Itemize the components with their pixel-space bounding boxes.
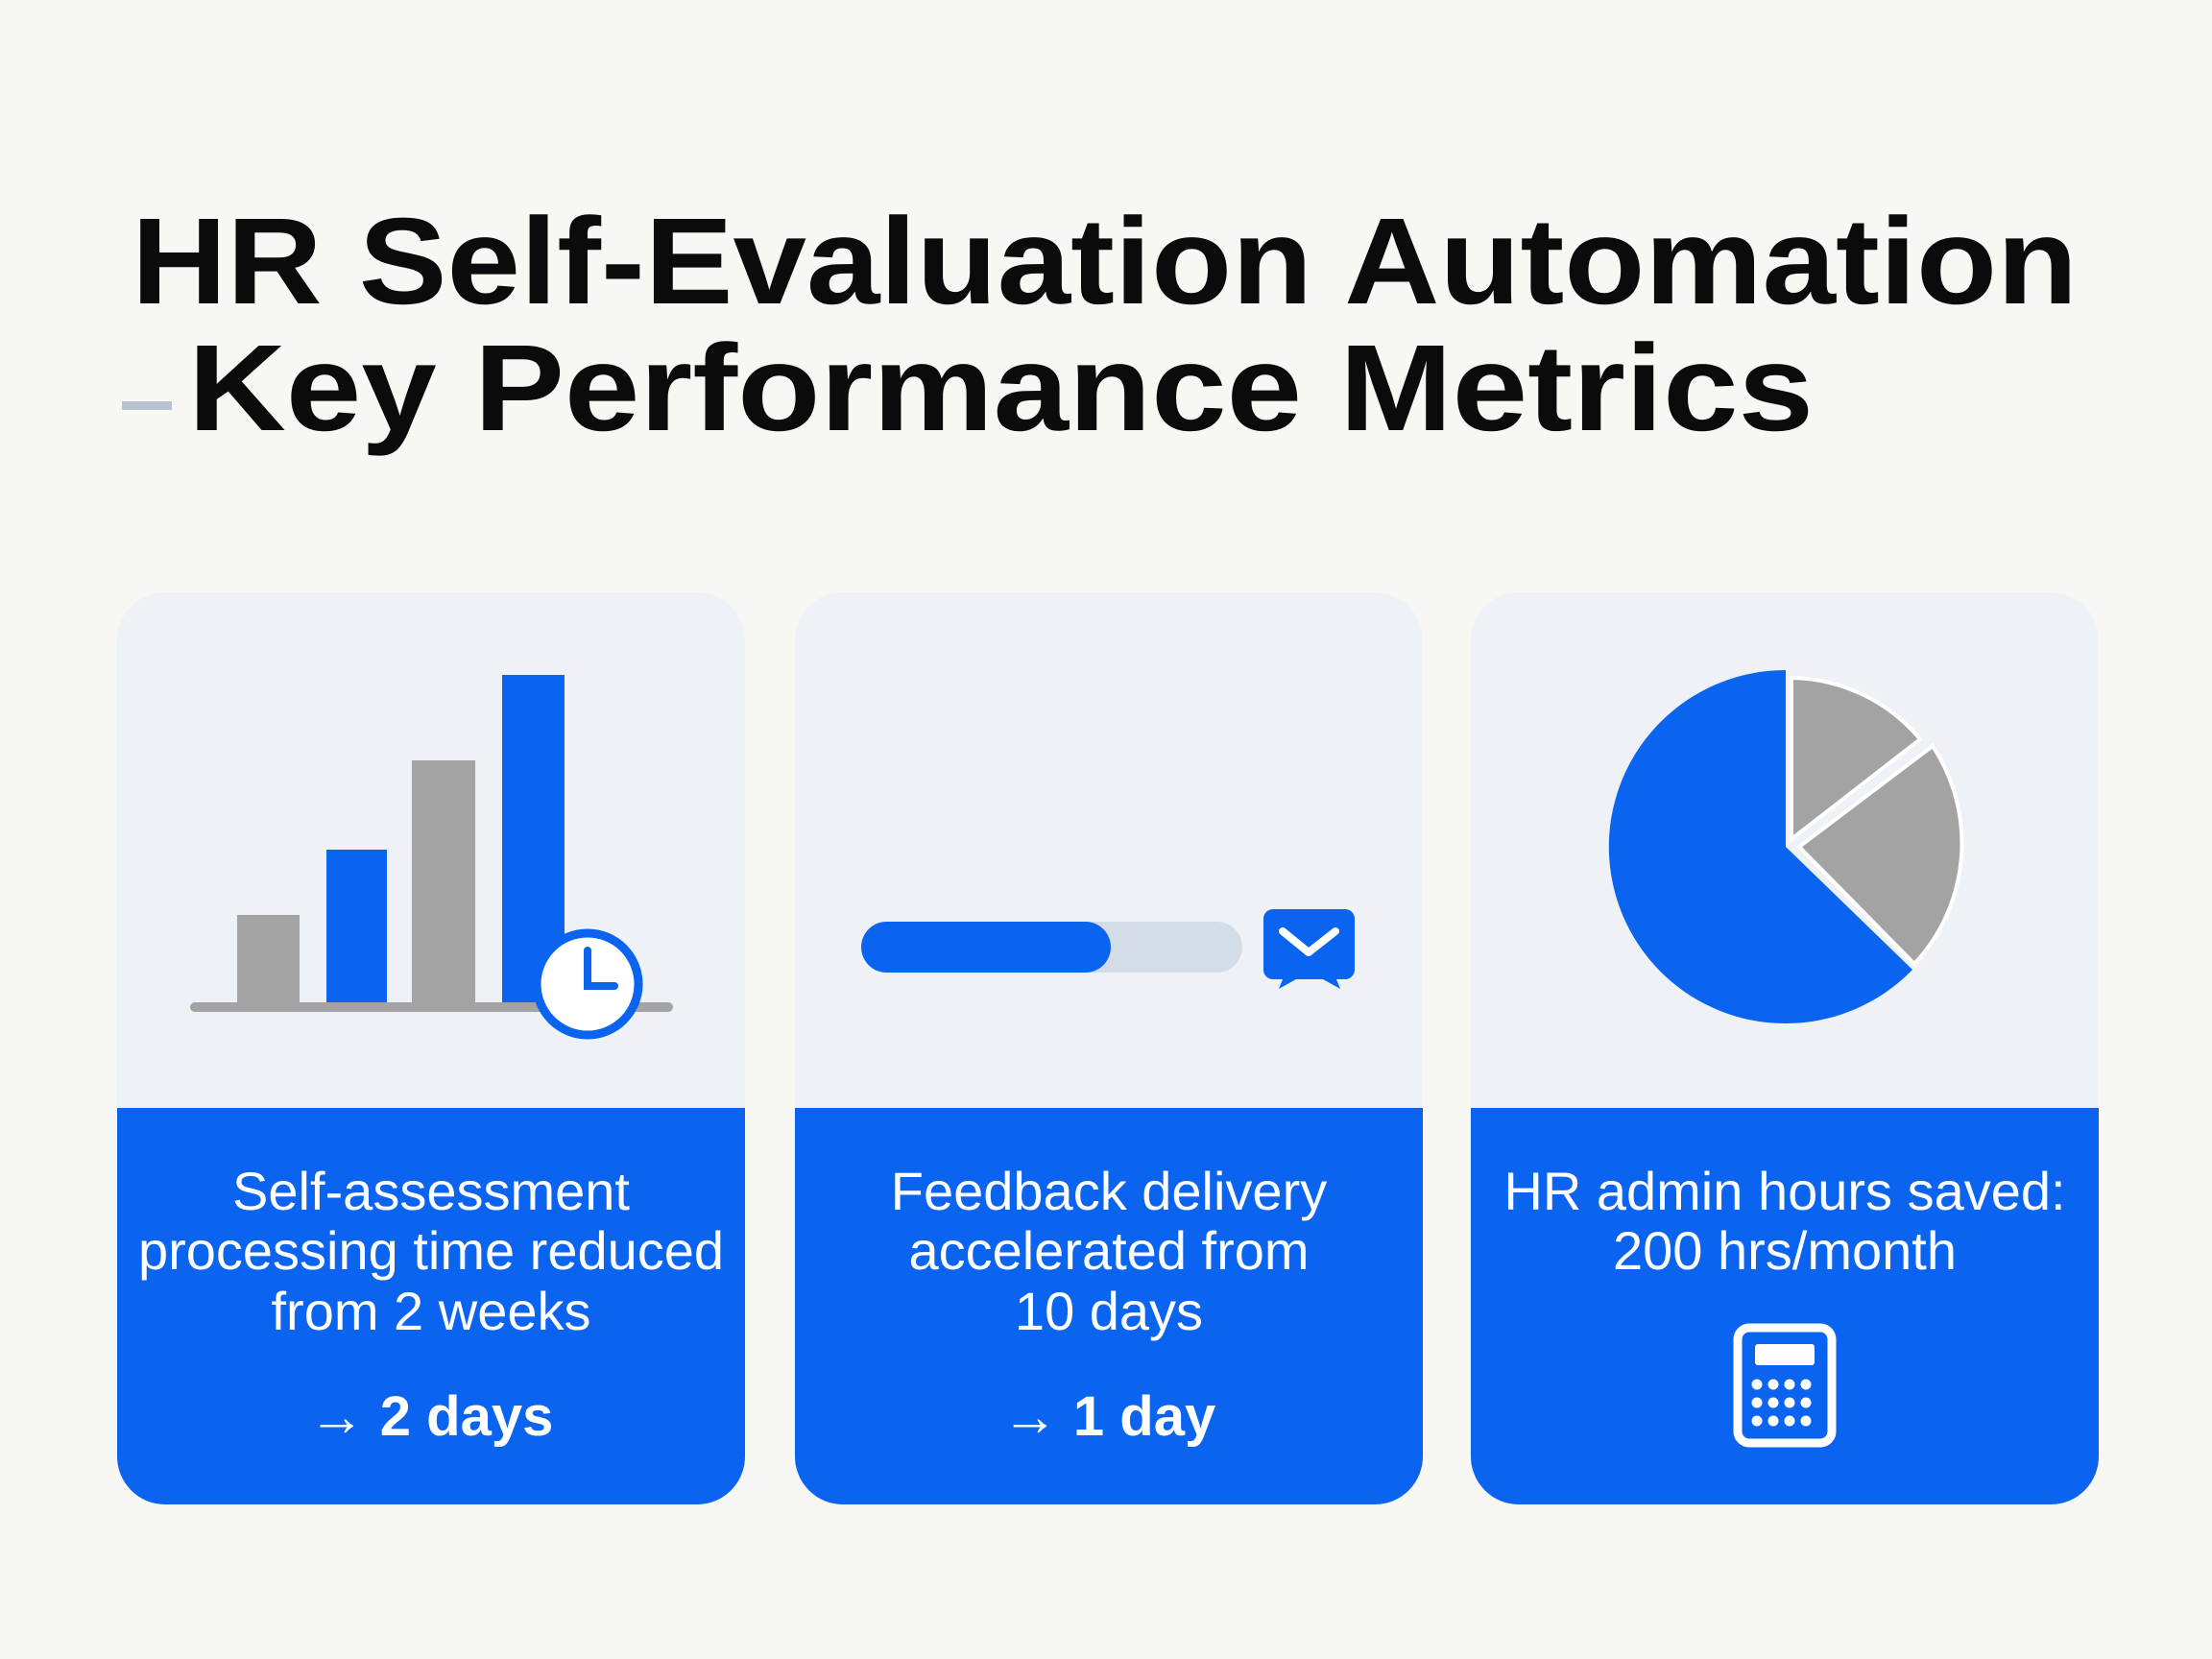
card-result: → 1 day (1002, 1385, 1215, 1448)
card-text: Self-assessment (232, 1161, 630, 1221)
calculator-icon (1733, 1323, 1837, 1448)
card-bottom (1471, 1108, 2099, 1504)
card-text: Feedback delivery (891, 1161, 1327, 1221)
title-line: HR Self-Evaluation Automation (132, 193, 2078, 330)
card: HR admin hours saved: 200 hrs/month (1471, 592, 2099, 1504)
card-text: 10 days (1015, 1281, 1203, 1341)
progress-fill (861, 922, 1111, 973)
card-text: processing time reduced (138, 1220, 724, 1281)
card-text: 200 hrs/month (1613, 1220, 1957, 1281)
card: Self-assessment processing time reduced … (117, 592, 745, 1504)
calculator-keys (1751, 1379, 1812, 1427)
card-bottom (795, 1108, 1423, 1504)
card-text: accelerated from (908, 1220, 1309, 1281)
card-text: HR admin hours saved: (1503, 1161, 2065, 1221)
message-envelope (1279, 927, 1339, 956)
calculator-screen (1755, 1344, 1815, 1365)
card-bottom (117, 1108, 745, 1504)
pie-slice (1790, 675, 1923, 844)
icon-bar (412, 760, 475, 1006)
card-text: from 2 weeks (272, 1281, 591, 1341)
clock-hands (584, 947, 618, 990)
title-line: Key Performance Metrics (188, 320, 1814, 457)
icon-bar (237, 915, 300, 1006)
pie-slice (1795, 743, 1964, 967)
card-result: → 2 days (309, 1385, 554, 1448)
title-dash (122, 401, 172, 410)
card-top (795, 592, 1423, 1108)
icon-bar (326, 850, 387, 1006)
pie-slice (1608, 669, 1912, 1023)
card: Feedback delivery accelerated from 10 da… (795, 592, 1423, 1504)
